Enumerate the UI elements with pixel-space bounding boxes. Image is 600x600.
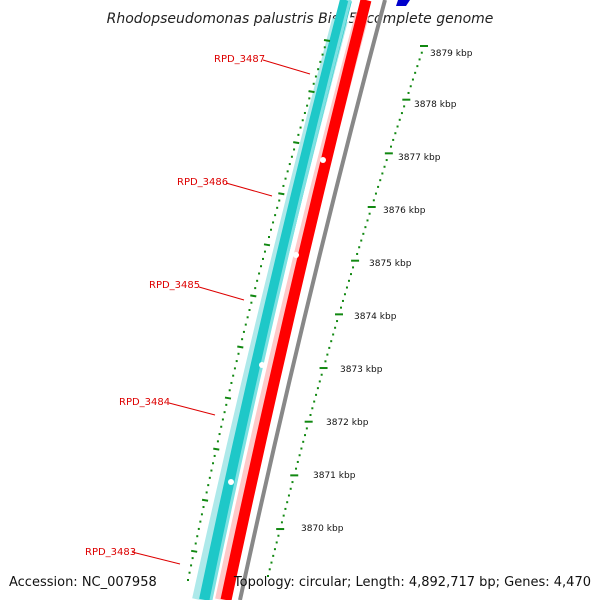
kbp-scale: 3879 kbp 3878 kbp 3877 kbp 3876 kbp 3875… [301, 49, 473, 534]
kbp-tick-label: 3873 kbp [340, 365, 383, 375]
gene-leader-line [262, 59, 311, 75]
gc-dot [201, 498, 209, 502]
gene-label-rpd-3487[interactable]: RPD_3487 [214, 54, 265, 65]
gc-dot [278, 192, 285, 196]
gene-labels: RPD_3487 RPD_3486 RPD_3485 RPD_3484 RPD_… [85, 54, 265, 558]
backbone-line [238, 0, 387, 600]
gene-label-rpd-3484[interactable]: RPD_3484 [119, 397, 170, 408]
kbp-tick-label: 3871 kbp [313, 471, 356, 481]
gene-leader-line [225, 182, 273, 197]
kbp-tick-label: 3876 kbp [383, 206, 426, 216]
gene-label-rpd-3486[interactable]: RPD_3486 [177, 177, 228, 188]
gene-leader-line [131, 551, 181, 565]
kbp-tick-label: 3879 kbp [430, 49, 473, 59]
gc-dot [263, 243, 271, 247]
gc-dot [293, 141, 300, 145]
kbp-tick-label: 3874 kbp [354, 312, 397, 322]
cds-boundary-0 [320, 157, 326, 163]
map-title: Rhodopseudomonas palustris BisB5, comple… [107, 11, 494, 27]
genome-summary-text: Topology: circular; Length: 4,892,717 bp… [233, 575, 591, 590]
blue-feature [396, 0, 410, 6]
gc-dot [250, 294, 257, 298]
gene-label-rpd-3485[interactable]: RPD_3485 [149, 280, 200, 291]
kbp-tick-label: 3877 kbp [398, 153, 441, 163]
gene-leader-line [198, 286, 245, 301]
kbp-tick-label: 3875 kbp [369, 259, 412, 269]
kbp-tick-label: 3878 kbp [414, 100, 457, 110]
gc-dot [224, 396, 232, 400]
accession-text: Accession: NC_007958 [9, 575, 157, 590]
cds-boundary-3 [228, 479, 234, 485]
reverse-cds-track [199, 0, 352, 600]
feature-tracks [131, 0, 428, 600]
forward-cds-track [220, 0, 372, 600]
gene-label-rpd-3483[interactable]: RPD_3483 [85, 547, 136, 558]
gc-dot [308, 90, 315, 94]
cds-boundary-1 [293, 252, 299, 258]
gene-leader-line [168, 402, 216, 416]
gc-dot [323, 39, 331, 42]
reverse-cds-highlight [209, 0, 352, 600]
gc-dot [237, 345, 244, 349]
kbp-tick-label: 3872 kbp [326, 418, 369, 428]
gc-dot [190, 549, 198, 553]
kbp-tick-label: 3870 kbp [301, 524, 344, 534]
gc-dot [213, 447, 220, 451]
cds-boundary-2 [259, 362, 265, 368]
